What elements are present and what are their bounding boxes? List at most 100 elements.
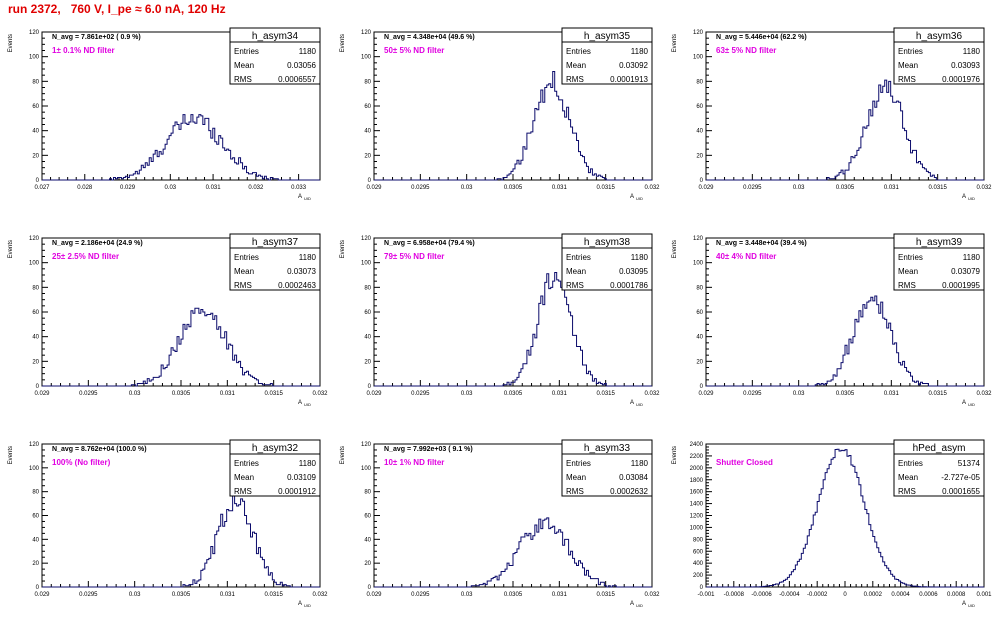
y-tick-label: 400 <box>693 561 704 567</box>
filter-label: 100% (No filter) <box>52 458 111 467</box>
x-tick-label: 0.0315 <box>264 391 283 397</box>
y-tick-label: 20 <box>364 359 371 365</box>
histogram-line <box>374 272 652 387</box>
x-tick-label: 0.032 <box>312 592 328 598</box>
stats-value: 0.0006557 <box>278 75 316 84</box>
x-tick-label: 0.0295 <box>743 391 762 397</box>
x-tick-label: 0.032 <box>644 185 660 191</box>
stats-value: 0.03084 <box>619 473 648 482</box>
x-axis-label-sub: UID <box>636 196 643 201</box>
x-tick-label: 0.031 <box>206 185 222 191</box>
y-tick-label: 120 <box>361 236 372 242</box>
x-tick-label: 0.031 <box>220 592 236 598</box>
x-tick-label: 0.03 <box>793 185 805 191</box>
y-tick-label: 120 <box>693 236 704 242</box>
y-tick-label: 40 <box>32 129 39 135</box>
stats-label: RMS <box>566 75 584 84</box>
x-tick-label: 0.0295 <box>79 391 98 397</box>
x-tick-label: 0.0295 <box>411 185 430 191</box>
x-tick-label: 0.029 <box>366 391 382 397</box>
histogram-line <box>374 517 652 588</box>
y-tick-label: 100 <box>361 466 372 472</box>
hist-panel-asym34: 0 20 40 60 80 100 120 0.027 0.028 0.029 0.03 0.031 0… <box>0 14 332 215</box>
y-tick-label: 40 <box>364 129 371 135</box>
stats-name: h_asym34 <box>252 31 299 42</box>
run-title: run 2372, 760 V, I_pe ≈ 6.0 nA, 120 Hz <box>8 2 226 16</box>
y-tick-label: 2200 <box>690 454 704 460</box>
stats-value: 0.0002632 <box>610 487 648 496</box>
y-tick-label: 80 <box>32 79 39 85</box>
x-tick-label: 0.032 <box>248 185 264 191</box>
y-tick-label: 100 <box>29 55 40 61</box>
histogram-svg: 0 20 40 60 80 100 120 0.029 0.0295 0.03 0.0305 0.03… <box>8 439 328 608</box>
histogram-svg: 0 20 40 60 80 100 120 0.029 0.0295 0.03 0.0305 0.03… <box>340 27 660 201</box>
x-tick-label: 0.0315 <box>264 592 283 598</box>
y-tick-label: 80 <box>696 79 703 85</box>
x-tick-label: -0.001 <box>697 592 715 598</box>
x-tick-label: 0.031 <box>220 391 236 397</box>
filter-label: 1± 0.1% ND filter <box>52 46 115 55</box>
x-tick-label: 0.0305 <box>836 185 855 191</box>
stats-value: 0.0001912 <box>278 487 316 496</box>
y-tick-label: 40 <box>696 335 703 341</box>
stats-name: h_asym32 <box>252 443 299 454</box>
histogram-svg: 0 20 40 60 80 100 120 0.029 0.0295 0.03 0.0305 0.03… <box>340 233 660 407</box>
histogram-line <box>706 448 984 588</box>
x-tick-label: 0.0295 <box>79 592 98 598</box>
y-tick-label: 1200 <box>690 514 704 520</box>
navg-label: N_avg = 7.861e+02 ( 0.9 %) <box>52 34 141 41</box>
x-tick-label: 0.0305 <box>504 391 523 397</box>
stats-label: Entries <box>898 47 923 56</box>
x-axis-label: A <box>630 194 634 200</box>
x-axis-label-sub: UID <box>304 196 311 201</box>
x-tick-label: 0.0004 <box>891 592 910 598</box>
x-tick-label: 0.03 <box>129 592 141 598</box>
y-tick-label: 20 <box>364 153 371 159</box>
y-tick-label: 80 <box>364 490 371 496</box>
stats-label: Entries <box>898 253 923 262</box>
y-tick-label: 20 <box>696 359 703 365</box>
x-axis-label: A <box>630 601 634 607</box>
y-tick-label: 40 <box>364 537 371 543</box>
histogram-line <box>706 295 984 387</box>
x-tick-label: 0.0315 <box>596 185 615 191</box>
y-tick-label: 20 <box>32 359 39 365</box>
x-tick-label: 0.032 <box>644 391 660 397</box>
stats-value: 0.0001976 <box>942 75 980 84</box>
stats-box <box>893 439 985 497</box>
filter-label: 50± 5% ND filter <box>384 46 444 55</box>
y-tick-label: 1800 <box>690 478 704 484</box>
y-tick-label: 100 <box>693 55 704 61</box>
stats-box <box>229 439 321 497</box>
x-tick-label: 0 <box>843 592 847 598</box>
x-tick-label: 0.027 <box>34 185 50 191</box>
y-tick-label: 80 <box>696 285 703 291</box>
y-tick-label: 100 <box>693 261 704 267</box>
stats-value: 0.03073 <box>287 267 316 276</box>
stats-value: 0.03093 <box>951 61 980 70</box>
y-tick-label: 60 <box>696 310 703 316</box>
navg-label: N_avg = 2.186e+04 (24.9 %) <box>52 240 143 247</box>
stats-box <box>893 27 985 85</box>
x-axis-label-sub: UID <box>304 402 311 407</box>
y-tick-label: 80 <box>364 285 371 291</box>
x-tick-label: 0.033 <box>291 185 307 191</box>
y-tick-label: 2000 <box>690 466 704 472</box>
y-axis-label: Events <box>340 240 346 258</box>
stats-label: Mean <box>566 473 586 482</box>
stats-label: Mean <box>234 473 254 482</box>
stats-box <box>561 439 653 497</box>
hist-panel-asym39: 0 20 40 60 80 100 120 0.029 0.0295 0.03 0.0305 0.03… <box>664 220 996 421</box>
stats-value: 0.03109 <box>287 473 316 482</box>
y-axis-label: Events <box>8 446 14 464</box>
y-axis-label: Events <box>672 34 678 52</box>
stats-value: 1180 <box>963 253 981 262</box>
x-axis-label-sub: UID <box>968 196 975 201</box>
x-tick-label: 0.0315 <box>596 592 615 598</box>
stats-label: Entries <box>234 253 259 262</box>
x-tick-label: 0.0305 <box>504 592 523 598</box>
y-tick-label: 120 <box>29 442 40 448</box>
y-tick-label: 120 <box>29 30 40 36</box>
stats-label: RMS <box>234 281 252 290</box>
stats-box <box>229 233 321 291</box>
